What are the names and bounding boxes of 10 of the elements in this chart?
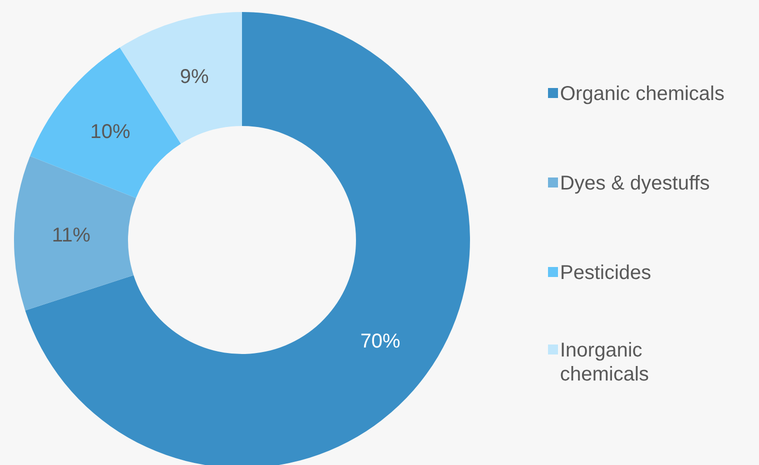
legend-label: Dyes & dyestuffs	[560, 172, 710, 194]
donut-slice	[14, 156, 136, 310]
data-label: 9%	[180, 66, 209, 88]
data-label: 70%	[360, 330, 401, 353]
legend-label: Pesticides	[560, 262, 652, 284]
donut-slice	[30, 47, 181, 198]
data-label: 11%	[52, 224, 91, 247]
data-label: 10%	[90, 121, 130, 143]
legend-label: Organic chemicals	[560, 83, 725, 105]
legend-label: Inorganic chemicals	[560, 340, 649, 386]
